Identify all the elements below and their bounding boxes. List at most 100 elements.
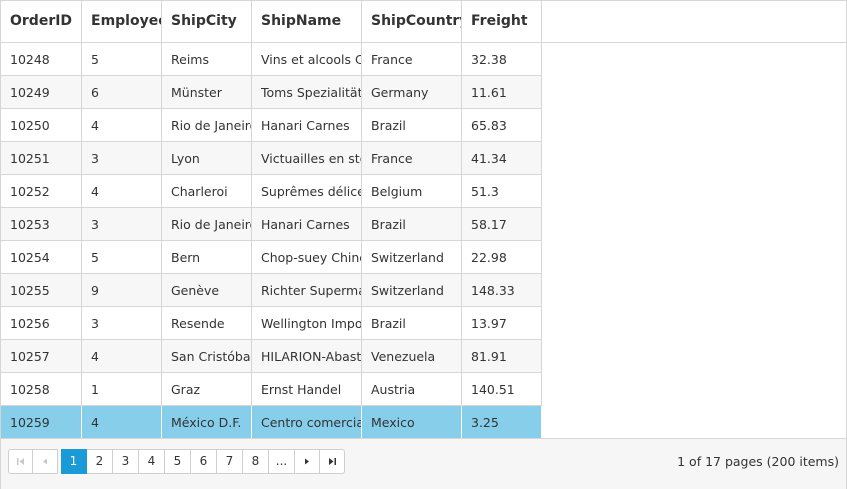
- cell-ship-name[interactable]: Wellington Importadora: [252, 307, 362, 340]
- cell-ship-name[interactable]: Toms Spezialitäten: [252, 76, 362, 109]
- cell-ship-name[interactable]: Hanari Carnes: [252, 109, 362, 142]
- page-button-6[interactable]: 6: [191, 449, 217, 474]
- cell-ship-name[interactable]: Hanari Carnes: [252, 208, 362, 241]
- cell-employee-id[interactable]: 4: [82, 406, 162, 439]
- header-col-ship-country[interactable]: ShipCountry: [362, 1, 462, 42]
- cell-freight[interactable]: 11.61: [462, 76, 542, 109]
- cell-order-id[interactable]: 10254: [1, 241, 82, 274]
- header-col-order-id[interactable]: OrderID: [1, 1, 82, 42]
- cell-freight[interactable]: 41.34: [462, 142, 542, 175]
- cell-ship-city[interactable]: Reims: [162, 43, 252, 76]
- page-button-5[interactable]: 5: [165, 449, 191, 474]
- cell-ship-city[interactable]: Resende: [162, 307, 252, 340]
- page-button-7[interactable]: 7: [217, 449, 243, 474]
- cell-ship-city[interactable]: Rio de Janeiro: [162, 208, 252, 241]
- cell-ship-country[interactable]: Mexico: [362, 406, 462, 439]
- cell-order-id[interactable]: 10248: [1, 43, 82, 76]
- cell-ship-name[interactable]: Centro comercial Moctezuma: [252, 406, 362, 439]
- header-col-ship-name[interactable]: ShipName: [252, 1, 362, 42]
- cell-freight[interactable]: 65.83: [462, 109, 542, 142]
- cell-order-id[interactable]: 10255: [1, 274, 82, 307]
- cell-freight[interactable]: 140.51: [462, 373, 542, 406]
- table-row[interactable]: 10252 4 Charleroi Suprêmes délices Belgium 51…: [1, 175, 542, 208]
- cell-freight[interactable]: 58.17: [462, 208, 542, 241]
- cell-order-id[interactable]: 10253: [1, 208, 82, 241]
- header-col-ship-city[interactable]: ShipCity: [162, 1, 252, 42]
- cell-freight[interactable]: 51.3: [462, 175, 542, 208]
- cell-ship-name[interactable]: Chop-suey Chinese: [252, 241, 362, 274]
- cell-ship-city[interactable]: Charleroi: [162, 175, 252, 208]
- header-col-employee-id[interactable]: EmployeeID: [82, 1, 162, 42]
- cell-ship-country[interactable]: Germany: [362, 76, 462, 109]
- cell-employee-id[interactable]: 6: [82, 76, 162, 109]
- cell-order-id[interactable]: 10257: [1, 340, 82, 373]
- cell-ship-city[interactable]: México D.F.: [162, 406, 252, 439]
- cell-ship-city[interactable]: Rio de Janeiro: [162, 109, 252, 142]
- cell-employee-id[interactable]: 5: [82, 43, 162, 76]
- cell-employee-id[interactable]: 4: [82, 175, 162, 208]
- cell-employee-id[interactable]: 3: [82, 208, 162, 241]
- cell-order-id[interactable]: 10250: [1, 109, 82, 142]
- header-col-freight[interactable]: Freight: [462, 1, 542, 42]
- cell-ship-name[interactable]: Richter Supermarkt: [252, 274, 362, 307]
- table-row[interactable]: 10250 4 Rio de Janeiro Hanari Carnes Brazil 6…: [1, 109, 542, 142]
- cell-employee-id[interactable]: 9: [82, 274, 162, 307]
- cell-ship-city[interactable]: Münster: [162, 76, 252, 109]
- cell-employee-id[interactable]: 3: [82, 307, 162, 340]
- cell-ship-city[interactable]: Genève: [162, 274, 252, 307]
- cell-order-id[interactable]: 10256: [1, 307, 82, 340]
- cell-ship-country[interactable]: Venezuela: [362, 340, 462, 373]
- cell-ship-city[interactable]: San Cristóbal: [162, 340, 252, 373]
- cell-ship-country[interactable]: Brazil: [362, 307, 462, 340]
- cell-order-id[interactable]: 10258: [1, 373, 82, 406]
- cell-employee-id[interactable]: 1: [82, 373, 162, 406]
- first-page-button[interactable]: [8, 449, 33, 474]
- cell-ship-city[interactable]: Lyon: [162, 142, 252, 175]
- page-button-2[interactable]: 2: [87, 449, 113, 474]
- page-button-8[interactable]: 8: [243, 449, 269, 474]
- cell-freight[interactable]: 32.38: [462, 43, 542, 76]
- cell-employee-id[interactable]: 4: [82, 109, 162, 142]
- cell-ship-country[interactable]: Brazil: [362, 109, 462, 142]
- cell-employee-id[interactable]: 3: [82, 142, 162, 175]
- cell-freight[interactable]: 13.97: [462, 307, 542, 340]
- cell-ship-name[interactable]: Vins et alcools Chevalier: [252, 43, 362, 76]
- cell-employee-id[interactable]: 5: [82, 241, 162, 274]
- prev-page-button[interactable]: [33, 449, 58, 474]
- cell-freight[interactable]: 3.25: [462, 406, 542, 439]
- cell-ship-name[interactable]: Victuailles en stock: [252, 142, 362, 175]
- cell-ship-country[interactable]: Belgium: [362, 175, 462, 208]
- cell-ship-country[interactable]: Austria: [362, 373, 462, 406]
- cell-ship-city[interactable]: Graz: [162, 373, 252, 406]
- last-page-button[interactable]: [320, 449, 345, 474]
- page-button-1[interactable]: 1: [61, 449, 87, 474]
- table-row[interactable]: 10253 3 Rio de Janeiro Hanari Carnes Brazil 5…: [1, 208, 542, 241]
- cell-ship-country[interactable]: France: [362, 43, 462, 76]
- cell-ship-country[interactable]: Brazil: [362, 208, 462, 241]
- page-button-3[interactable]: 3: [113, 449, 139, 474]
- cell-order-id[interactable]: 10252: [1, 175, 82, 208]
- cell-freight[interactable]: 22.98: [462, 241, 542, 274]
- cell-ship-name[interactable]: Ernst Handel: [252, 373, 362, 406]
- cell-freight[interactable]: 81.91: [462, 340, 542, 373]
- cell-ship-country[interactable]: France: [362, 142, 462, 175]
- cell-order-id[interactable]: 10249: [1, 76, 82, 109]
- cell-order-id[interactable]: 10251: [1, 142, 82, 175]
- cell-ship-city[interactable]: Bern: [162, 241, 252, 274]
- cell-ship-country[interactable]: Switzerland: [362, 241, 462, 274]
- table-row[interactable]: 10258 1 Graz Ernst Handel Austria 140.51: [1, 373, 542, 406]
- next-page-button[interactable]: [295, 449, 320, 474]
- page-button-4[interactable]: 4: [139, 449, 165, 474]
- cell-ship-name[interactable]: HILARION-Abastos: [252, 340, 362, 373]
- cell-ship-country[interactable]: Switzerland: [362, 274, 462, 307]
- cell-ship-name[interactable]: Suprêmes délices: [252, 175, 362, 208]
- cell-order-id[interactable]: 10259: [1, 406, 82, 439]
